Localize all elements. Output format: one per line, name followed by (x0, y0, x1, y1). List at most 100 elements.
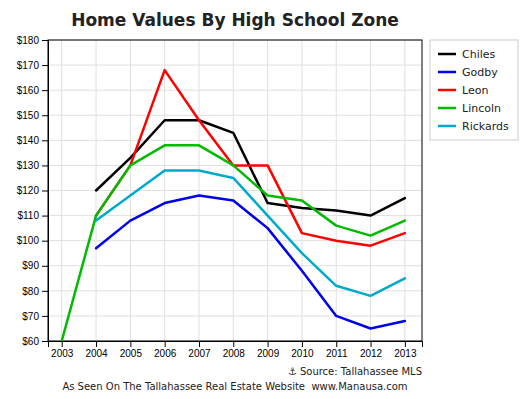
tick: $120 (17, 185, 48, 196)
tick-mark (405, 341, 406, 347)
plot-frame (48, 40, 422, 341)
axis-line (49, 342, 423, 348)
tick: $170 (17, 60, 48, 71)
title: Home Values By High School Zone (71, 10, 399, 30)
x-axis: 2003 2004 2005 2006 2007 2008 2009 2010 2011 2012… (49, 341, 423, 359)
tick-mark (42, 341, 48, 342)
series-line (96, 196, 405, 329)
axis-line (42, 41, 49, 342)
tick-mark (42, 165, 48, 166)
tick-mark (42, 40, 48, 41)
tick-mark (42, 266, 48, 267)
legend-label: Godby (462, 66, 498, 79)
tick-label: $110 (17, 210, 39, 221)
legend-item: Rickards (438, 120, 509, 133)
tick: $90 (22, 260, 48, 271)
tick: $70 (22, 311, 48, 322)
tick: 2007 (188, 341, 211, 359)
plot: 2003 2004 2005 2006 2007 2008 2009 2010 2011 2012… (17, 35, 423, 359)
tick-mark (42, 115, 48, 116)
tick-label: 2010 (291, 348, 314, 359)
tick-mark (42, 316, 48, 317)
tick-mark (96, 341, 97, 347)
tick-mark (199, 341, 200, 347)
tick-label: $150 (17, 110, 40, 121)
grid-line (61, 40, 62, 341)
tick-label: 2009 (257, 348, 280, 359)
chart: 2003 2004 2005 2006 2007 2008 2009 2010 2011 2012… (0, 0, 522, 399)
legend-label: Rickards (462, 120, 509, 133)
tick-mark (42, 216, 48, 217)
legend-swatch (438, 107, 456, 110)
tick: $110 (17, 210, 48, 221)
tick-label: 2003 (51, 348, 74, 359)
series-line (96, 170, 405, 295)
tick-label: $70 (22, 311, 39, 322)
grid-line (48, 90, 422, 91)
legend-label: Leon (462, 84, 488, 97)
tick-mark (42, 65, 48, 66)
tick-label: 2012 (360, 348, 383, 359)
tick-label: 2007 (188, 348, 211, 359)
legend-label: Chiles (462, 48, 496, 61)
grid-line (48, 65, 422, 66)
tick-label: 2006 (154, 348, 177, 359)
grid-line (48, 265, 422, 266)
tick-label: $170 (17, 60, 40, 71)
grid-line (267, 40, 268, 341)
tick: $150 (17, 110, 48, 121)
tick-mark (302, 341, 303, 347)
tick: $130 (17, 160, 48, 171)
tick-mark (42, 90, 48, 91)
legend-swatch (438, 53, 456, 56)
tick-mark (62, 341, 63, 347)
tick: $180 (17, 35, 48, 46)
tick-mark (42, 140, 48, 141)
tick-label: $130 (17, 160, 40, 171)
annotation: As Seen On The Tallahassee Real Estate W… (62, 381, 407, 392)
grid-line (48, 315, 422, 316)
tick-mark (165, 341, 166, 347)
tick: $100 (17, 235, 48, 246)
tick: 2011 (326, 341, 348, 359)
grid-line (301, 40, 302, 341)
tick-mark (233, 341, 234, 347)
grid-line (48, 290, 422, 291)
tick-mark (336, 341, 337, 347)
legend-box (430, 40, 518, 140)
tick: 2004 (85, 341, 108, 359)
legend-item: Leon (438, 84, 488, 97)
tick: 2003 (51, 341, 74, 359)
grid-line (336, 40, 337, 341)
legend: Chiles Godby Leon Lincoln Rickards (430, 40, 518, 140)
tick-label: $80 (22, 286, 39, 297)
tick-label: 2008 (223, 348, 246, 359)
legend-swatch (438, 89, 456, 92)
tick-label: $60 (22, 336, 39, 347)
tick-label: $120 (17, 185, 40, 196)
grid-line (48, 115, 422, 116)
tick-mark (371, 341, 372, 347)
y-axis: $60 $70 $80 $90 $100 $110 $120 $130 $140 $150 $160… (17, 35, 49, 347)
legend-item: Lincoln (438, 102, 501, 115)
grid-line (233, 40, 234, 341)
tick-label: 2011 (326, 348, 348, 359)
tick-label: 2005 (120, 348, 143, 359)
grid-line (404, 40, 405, 341)
tick-label: $180 (17, 35, 40, 46)
tick-label: $140 (17, 135, 40, 146)
tick: 2005 (120, 341, 143, 359)
legend-swatch (438, 125, 456, 128)
tick: 2006 (154, 341, 177, 359)
tick: $160 (17, 85, 48, 96)
annotation: ⚓ Source: Tallahassee MLS (288, 366, 422, 377)
legend-item: Godby (438, 66, 498, 79)
tick-label: $90 (22, 260, 39, 271)
tick: 2013 (394, 341, 417, 359)
grid-line (48, 190, 422, 191)
tick-label: 2004 (85, 348, 108, 359)
grid-line (48, 140, 422, 141)
tick-mark (42, 241, 48, 242)
tick: 2012 (360, 341, 383, 359)
grid-line (164, 40, 165, 341)
